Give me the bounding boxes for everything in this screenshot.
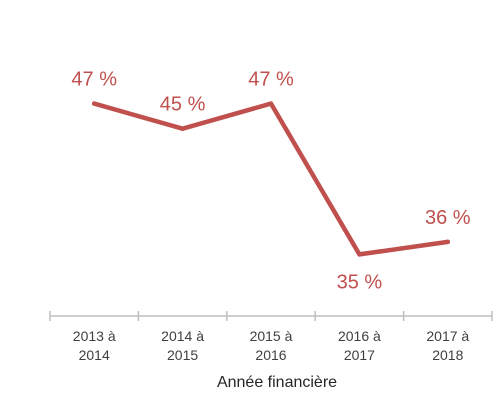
x-tick-label: 2017 à 2018 xyxy=(426,328,469,363)
series-points xyxy=(92,101,450,257)
data-label: 45 % xyxy=(160,94,206,116)
series-point xyxy=(357,252,362,257)
data-label: 35 % xyxy=(337,271,383,293)
x-tick-label: 2013 à 2014 xyxy=(73,328,116,363)
x-tick-label: 2015 à 2016 xyxy=(250,328,293,363)
x-axis-title: Année financière xyxy=(217,374,337,391)
series-line xyxy=(91,101,451,257)
data-label: 47 % xyxy=(71,69,117,91)
series-point xyxy=(180,126,185,131)
data-labels: 47 % 45 % 47 % 35 % 36 % xyxy=(71,69,470,294)
x-tick-label: 2014 à 2015 xyxy=(161,328,204,363)
series-point xyxy=(268,101,274,106)
data-label: 47 % xyxy=(248,69,294,91)
series-point xyxy=(92,101,97,106)
x-tick-labels: 2013 à 2014 2014 à 2015 2015 à 2016 2016 à 2017… xyxy=(73,328,470,363)
series-point xyxy=(445,239,450,245)
x-tick-label: 2016 à 2017 xyxy=(338,328,381,363)
data-label: 36 % xyxy=(425,207,471,229)
x-axis-ticks xyxy=(49,311,493,321)
